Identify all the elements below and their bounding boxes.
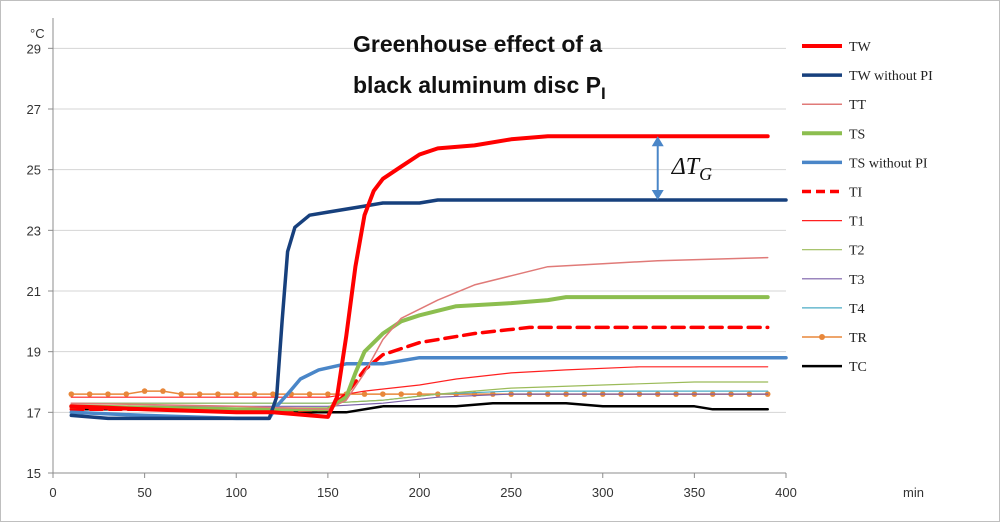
delta-tg-annotation: ΔTG <box>651 136 712 200</box>
series-marker-tr <box>86 391 93 397</box>
series-marker-tr <box>141 388 148 394</box>
x-tick-label: 250 <box>500 485 522 500</box>
chart-title-line2: black aluminum disc PI <box>353 72 606 103</box>
y-tick-label: 23 <box>27 223 41 238</box>
legend-label-t4: T4 <box>849 302 865 317</box>
series-marker-tr <box>68 391 75 397</box>
series-layer <box>68 134 788 421</box>
y-tick-label: 27 <box>27 102 41 117</box>
series-marker-tr <box>215 391 221 397</box>
axes: 15 17 19 21 23 25 27 29 0 50 100 150 200 250 300 350 400 <box>27 18 797 500</box>
series-marker-tr <box>361 391 368 397</box>
delta-arrow-head-down <box>651 190 664 200</box>
x-tick-label: 400 <box>775 485 797 500</box>
legend-label-tw-without-pi: TW without PI <box>849 69 933 84</box>
y-tick-label: 29 <box>27 41 41 56</box>
series-marker-tr <box>270 391 276 397</box>
y-tick-label: 15 <box>27 466 41 481</box>
legend-label-tc: TC <box>849 360 867 375</box>
legend-label-tt: TT <box>849 98 867 113</box>
y-tick-label: 17 <box>27 405 41 420</box>
series-line-t2 <box>70 381 769 404</box>
x-axis-unit: min <box>903 485 924 500</box>
delta-arrow-head-up <box>651 136 664 147</box>
series-marker-tr <box>196 391 203 397</box>
series-marker-tr <box>251 391 258 397</box>
y-tick-label: 25 <box>27 163 41 178</box>
series-marker-tr <box>160 388 166 394</box>
legend-label-t1: T1 <box>849 215 865 230</box>
series-marker-tr <box>123 391 130 397</box>
legend-label-tr: TR <box>849 331 868 346</box>
series-line-tw <box>69 134 770 419</box>
legend-label-t2: T2 <box>849 244 865 259</box>
x-tick-label: 150 <box>317 485 339 500</box>
series-marker-tr <box>306 391 313 397</box>
series-marker-tr <box>380 391 386 397</box>
x-tick-label: 300 <box>592 485 614 500</box>
legend-marker-tr <box>819 334 825 340</box>
grid <box>53 47 786 413</box>
chart-title-line2-text: black aluminum disc P <box>353 72 601 98</box>
legend-label-ti: TI <box>849 186 863 201</box>
chart-title-line1: Greenhouse effect of a <box>353 31 602 57</box>
x-tick-label: 0 <box>49 485 56 500</box>
delta-tg-subscript: G <box>699 164 712 184</box>
series-marker-tr <box>178 391 185 397</box>
x-tick-label: 200 <box>409 485 431 500</box>
series-marker-tr <box>233 391 240 397</box>
y-tick-label: 21 <box>27 284 41 299</box>
legend-label-t3: T3 <box>849 273 865 288</box>
y-axis-unit: °C <box>30 26 45 41</box>
series-marker-tr <box>105 391 111 397</box>
series-marker-tr <box>325 391 331 397</box>
x-tick-label: 100 <box>225 485 247 500</box>
series-line-t1 <box>70 366 769 398</box>
legend-label-ts: TS <box>849 127 865 142</box>
chart-title-subscript: I <box>601 84 606 103</box>
delta-tg-label: ΔTG <box>671 154 712 184</box>
y-tick-label: 19 <box>27 345 41 360</box>
legend-label-tw: TW <box>849 40 872 55</box>
series-marker-tr <box>398 391 404 397</box>
legend: TW TW without PI TT TS TS without PI TI T1 T2 T3… <box>802 40 933 375</box>
legend-label-ts-without-pi: TS without PI <box>849 156 928 171</box>
x-tick-label: 350 <box>684 485 706 500</box>
x-tick-label: 50 <box>137 485 151 500</box>
series-line-tw-without-pi <box>69 198 788 421</box>
delta-tg-symbol: ΔT <box>671 154 701 180</box>
